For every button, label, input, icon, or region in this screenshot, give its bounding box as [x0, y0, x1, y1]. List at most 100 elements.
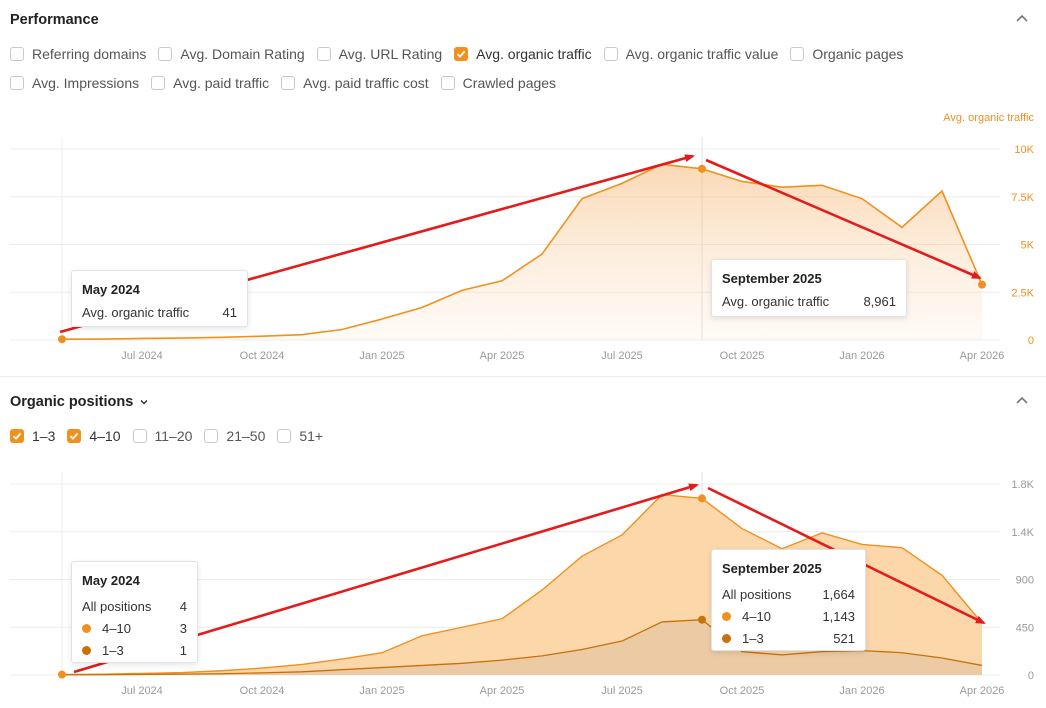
checkbox-checked-icon[interactable]	[67, 429, 82, 443]
checkbox-unchecked-icon[interactable]	[603, 47, 618, 61]
checkbox-avg-domain-rating[interactable]: Avg. Domain Rating	[158, 46, 305, 62]
chevron-up-icon[interactable]	[1014, 11, 1030, 27]
checkbox-label: Avg. organic traffic	[476, 46, 592, 62]
performance-chart[interactable]: Avg. organic traffic 0 2.5K 5K 7.5K 10K Jul 2…	[0, 108, 1046, 368]
checkbox-avg-impressions[interactable]: Avg. Impressions	[10, 75, 139, 91]
y-tick-label: 2.5K	[1011, 287, 1034, 299]
tooltip-value: 1	[179, 642, 187, 658]
checkbox-1-3[interactable]: 1–3	[10, 428, 55, 444]
checkbox-4-10[interactable]: 4–10	[67, 428, 121, 444]
tooltip-label: All positions	[82, 598, 152, 614]
data-point	[698, 615, 706, 624]
checkbox-label: Avg. paid traffic cost	[303, 75, 429, 91]
y-tick-label: 10K	[1014, 144, 1034, 156]
tooltip-may-2024-positions: May 2024 All positions 4 4–10 3 1–3 1	[71, 561, 198, 663]
checkbox-organic-pages[interactable]: Organic pages	[790, 46, 903, 62]
tooltip-value: 8,961	[863, 293, 896, 309]
metric-checkboxes-row-2: Avg. Impressions Avg. paid traffic Avg. pa…	[10, 73, 568, 93]
x-tick-label: Jan 2025	[359, 350, 404, 362]
tooltip-label: 4–10	[102, 620, 131, 636]
performance-title: Performance	[10, 12, 99, 28]
tooltip-sep-2025-positions: September 2025 All positions 1,664 4–10 1,14…	[711, 549, 866, 651]
tooltip-row: 1–3 521	[722, 627, 855, 649]
checkbox-label: Crawled pages	[462, 75, 557, 91]
x-tick-label: Jul 2024	[121, 685, 163, 697]
tooltip-label: 4–10	[742, 608, 771, 624]
organic-positions-title[interactable]: Organic positions	[10, 394, 150, 410]
checkbox-label: Avg. Domain Rating	[180, 46, 305, 62]
tooltip-value: 1,143	[822, 608, 855, 624]
y-tick-label: 0	[1028, 335, 1034, 347]
x-tick-label: Oct 2024	[240, 685, 285, 697]
checkbox-label: Avg. URL Rating	[338, 46, 443, 62]
checkbox-avg-paid-traffic-cost[interactable]: Avg. paid traffic cost	[281, 75, 429, 91]
checkbox-checked-icon[interactable]	[454, 47, 469, 61]
x-tick-label: Apr 2026	[960, 350, 1005, 362]
legend-dot-icon	[722, 611, 731, 621]
legend-dot-icon	[82, 645, 91, 655]
chevron-up-icon[interactable]	[1014, 393, 1030, 409]
tooltip-label: Avg. organic traffic	[82, 304, 190, 320]
checkbox-unchecked-icon[interactable]	[10, 47, 24, 61]
x-tick-label: Jul 2024	[121, 350, 163, 362]
x-tick-label: Jul 2025	[601, 350, 643, 362]
checkbox-checked-icon[interactable]	[10, 429, 24, 443]
y-tick-label: 7.5K	[1011, 192, 1034, 204]
tooltip-row: All positions 1,664	[722, 583, 855, 605]
checkbox-referring-domains[interactable]: Referring domains	[10, 46, 146, 62]
x-tick-label: Apr 2025	[480, 685, 525, 697]
checkbox-avg-organic-traffic-value[interactable]: Avg. organic traffic value	[603, 46, 778, 62]
position-filter-checkboxes: 1–3 4–10 11–20 21–50 51+	[10, 426, 335, 446]
organic-positions-label: Organic positions	[10, 394, 134, 410]
x-tick-label: Jan 2026	[839, 350, 884, 362]
checkbox-label: 4–10	[89, 428, 121, 444]
x-tick-label: Apr 2025	[480, 350, 525, 362]
tooltip-value: 41	[222, 304, 237, 320]
tooltip-row: All positions 4	[82, 595, 187, 617]
series-area-1-3	[62, 619, 982, 675]
tooltip-sep-2025: September 2025 Avg. organic traffic 8,96…	[711, 259, 907, 317]
checkbox-unchecked-icon[interactable]	[151, 76, 166, 90]
checkbox-unchecked-icon[interactable]	[277, 429, 292, 443]
data-point	[58, 335, 66, 344]
data-point	[978, 280, 986, 289]
data-point	[698, 164, 706, 173]
checkbox-21-50[interactable]: 21–50	[204, 428, 265, 444]
checkbox-crawled-pages[interactable]: Crawled pages	[440, 75, 557, 91]
legend-dot-icon	[722, 633, 731, 643]
x-tick-label: Oct 2025	[720, 350, 765, 362]
checkbox-51[interactable]: 51+	[277, 428, 323, 444]
checkbox-avg-paid-traffic[interactable]: Avg. paid traffic	[151, 75, 269, 91]
checkbox-unchecked-icon[interactable]	[440, 76, 455, 90]
tooltip-label: Avg. organic traffic	[722, 293, 830, 309]
checkbox-unchecked-icon[interactable]	[158, 47, 173, 61]
tooltip-row: 1–3 1	[82, 639, 187, 661]
checkbox-11-20[interactable]: 11–20	[132, 428, 192, 444]
checkbox-unchecked-icon[interactable]	[204, 429, 219, 443]
checkbox-label: Organic pages	[812, 46, 904, 62]
section-divider	[0, 376, 1046, 377]
data-point	[698, 494, 706, 503]
checkbox-unchecked-icon[interactable]	[10, 76, 24, 90]
metric-checkboxes-row-1: Referring domains Avg. Domain Rating Avg. …	[10, 44, 915, 64]
series-label: Avg. organic traffic	[943, 112, 1034, 124]
checkbox-label: Referring domains	[32, 46, 147, 62]
tooltip-value: 521	[833, 630, 855, 646]
checkbox-unchecked-icon[interactable]	[132, 429, 147, 443]
checkbox-unchecked-icon[interactable]	[316, 47, 331, 61]
series-line-4-10	[61, 493, 983, 676]
checkbox-avg-organic-traffic[interactable]: Avg. organic traffic	[454, 46, 592, 62]
series-line	[61, 163, 983, 341]
y-tick-label: 900	[1016, 575, 1034, 587]
checkbox-avg-url-rating[interactable]: Avg. URL Rating	[316, 46, 443, 62]
legend-dot-icon	[82, 623, 91, 633]
tooltip-may-2024: May 2024 Avg. organic traffic 41	[71, 270, 248, 327]
tooltip-row: 4–10 3	[82, 617, 187, 639]
checkbox-unchecked-icon[interactable]	[790, 47, 805, 61]
y-tick-label: 0	[1028, 670, 1034, 682]
tooltip-label: All positions	[722, 586, 792, 602]
checkbox-label: 21–50	[226, 428, 266, 444]
tooltip-row: 4–10 1,143	[722, 605, 855, 627]
checkbox-unchecked-icon[interactable]	[281, 76, 296, 90]
x-tick-label: Jul 2025	[601, 685, 643, 697]
